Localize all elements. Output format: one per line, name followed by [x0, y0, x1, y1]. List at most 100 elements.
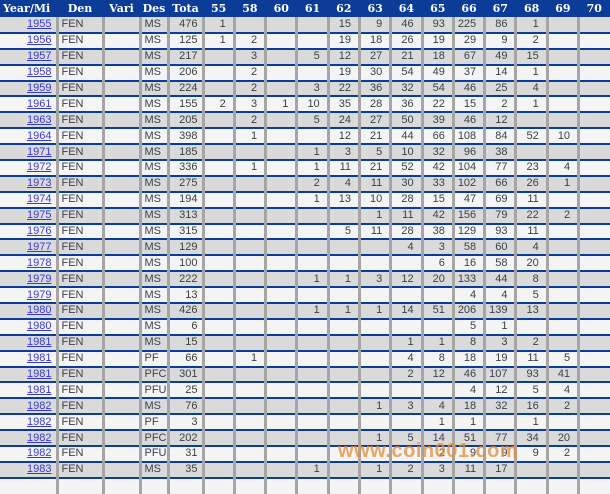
value-cell-66: 29 — [451, 32, 485, 50]
year-link[interactable]: 1978 — [27, 256, 52, 269]
value-cell-68: 4 — [514, 239, 548, 257]
value-cell-62 — [326, 239, 360, 257]
value-cell-67: 86 — [483, 17, 516, 34]
table-row: 1979 FEN MS 13 4 4 5 — [0, 287, 610, 305]
value-cell-69: 4 — [545, 160, 579, 177]
year-link[interactable]: 1981 — [27, 383, 52, 396]
value-cell-55 — [201, 112, 235, 130]
value-cell-61 — [295, 334, 329, 352]
den-cell: FEN — [55, 64, 103, 82]
value-cell-65: 54 — [420, 80, 454, 98]
value-cell-69: 2 — [545, 207, 579, 225]
den-cell: FEN — [55, 255, 103, 273]
year-link[interactable]: 1980 — [27, 304, 52, 317]
value-cell-62: 1 — [326, 303, 360, 320]
vari-cell — [101, 191, 140, 209]
value-cell-58 — [232, 255, 266, 273]
year-link[interactable]: 1981 — [27, 352, 52, 365]
year-link[interactable]: 1981 — [27, 336, 52, 349]
value-cell-67: 60 — [483, 239, 516, 257]
vari-cell — [101, 175, 140, 193]
value-cell-65: 42 — [420, 160, 454, 177]
year-link[interactable]: 1958 — [27, 66, 52, 79]
value-cell-61 — [295, 287, 329, 305]
des-cell: MS — [138, 160, 168, 177]
tota-cell: 15 — [166, 334, 203, 352]
value-cell-55 — [201, 64, 235, 82]
value-cell-55 — [201, 144, 235, 162]
year-link[interactable]: 1980 — [27, 320, 52, 333]
value-cell-69 — [545, 112, 579, 130]
year-link[interactable]: 1963 — [27, 113, 52, 126]
value-cell-61: 1 — [295, 191, 329, 209]
value-cell-55 — [201, 255, 235, 273]
column-header-67: 67 — [484, 0, 516, 17]
year-link[interactable]: 1955 — [27, 17, 52, 30]
den-cell: FEN — [55, 414, 103, 432]
table-row: 1957 FEN MS 217 3 5 12 27 21 18 67 49 15 — [0, 48, 610, 66]
value-cell-60 — [264, 160, 297, 177]
den-cell: FEN — [55, 271, 103, 289]
value-cell-67: 84 — [483, 128, 516, 146]
value-cell-68: 1 — [514, 414, 548, 432]
year-link[interactable]: 1982 — [27, 447, 52, 460]
tota-cell: 185 — [166, 144, 203, 162]
table-row: 1976 FEN MS 315 5 11 28 38 129 93 11 — [0, 223, 610, 241]
value-cell-67: 9 — [483, 446, 516, 463]
value-cell-64: 50 — [389, 112, 423, 130]
value-cell-69 — [545, 239, 579, 257]
value-cell-65: 19 — [420, 32, 454, 50]
value-cell-68: 4 — [514, 80, 548, 98]
year-link[interactable]: 1975 — [27, 209, 52, 222]
table-row: 1981 FEN PF 66 1 4 8 18 19 11 5 — [0, 350, 610, 368]
tota-cell: 202 — [166, 430, 203, 448]
year-link[interactable]: 1981 — [27, 368, 52, 381]
year-link[interactable]: 1974 — [27, 193, 52, 206]
year-link[interactable]: 1957 — [27, 50, 52, 63]
value-cell-62 — [326, 398, 360, 416]
value-cell-68: 1 — [514, 17, 548, 34]
value-cell-55 — [201, 366, 235, 384]
year-cell: 1982 — [0, 430, 57, 448]
value-cell-68: 16 — [514, 398, 548, 416]
year-link[interactable]: 1979 — [27, 288, 52, 301]
year-cell: 1980 — [0, 318, 57, 336]
value-cell-66: 104 — [451, 160, 485, 177]
table-row: 1981 FEN PFU 25 4 12 5 4 — [0, 382, 610, 400]
year-link[interactable]: 1982 — [27, 399, 52, 412]
value-cell-62 — [326, 350, 360, 368]
year-link[interactable]: 1971 — [27, 145, 52, 158]
year-link[interactable]: 1961 — [27, 97, 52, 110]
vari-cell — [101, 461, 140, 479]
value-cell-66: 15 — [451, 96, 485, 114]
year-link[interactable]: 1959 — [27, 82, 52, 94]
year-cell: 1957 — [0, 48, 57, 66]
value-cell-61 — [295, 255, 329, 273]
value-cell-68: 1 — [514, 96, 548, 114]
year-link[interactable]: 1956 — [27, 34, 52, 47]
year-link[interactable]: 1976 — [27, 225, 52, 238]
year-link[interactable]: 1973 — [27, 177, 52, 190]
value-cell-64: 12 — [389, 271, 423, 289]
des-cell: MS — [138, 318, 168, 336]
tota-cell: 205 — [166, 112, 203, 130]
table-row: 1982 FEN MS 76 1 3 4 18 32 16 2 — [0, 398, 610, 416]
value-cell-62 — [326, 207, 360, 225]
value-cell-61: 1 — [295, 271, 329, 289]
value-cell-66: 102 — [451, 175, 485, 193]
value-cell-69 — [545, 223, 579, 241]
year-link[interactable]: 1982 — [27, 431, 52, 444]
value-cell-62: 3 — [326, 144, 360, 162]
value-cell-65: 39 — [420, 112, 454, 130]
value-cell-70 — [577, 255, 610, 273]
des-cell: MS — [138, 96, 168, 114]
tota-cell: 222 — [166, 271, 203, 289]
value-cell-63: 28 — [357, 96, 391, 114]
year-link[interactable]: 1964 — [27, 129, 52, 142]
year-link[interactable]: 1982 — [27, 415, 52, 428]
value-cell-58 — [232, 144, 266, 162]
year-link[interactable]: 1977 — [27, 240, 52, 253]
year-link[interactable]: 1972 — [27, 161, 52, 174]
year-link[interactable]: 1979 — [27, 272, 52, 285]
year-link[interactable]: 1983 — [27, 463, 52, 476]
